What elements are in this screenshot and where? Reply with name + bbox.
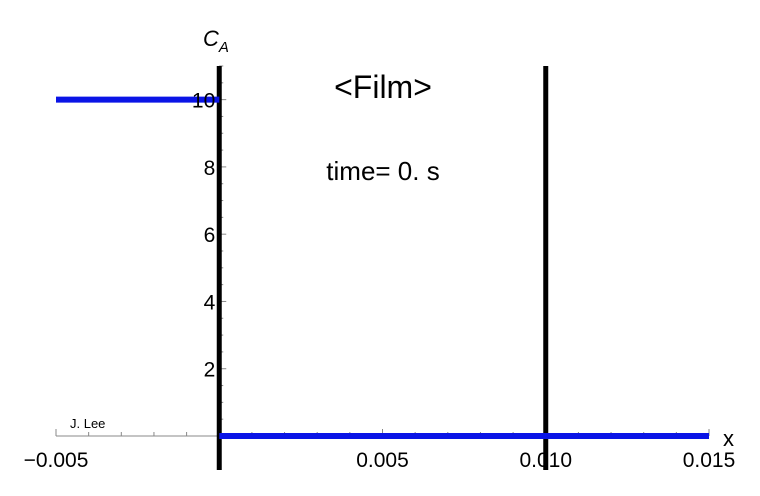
time-annotation: time= 0. s	[326, 156, 439, 186]
y-tick-label: 2	[204, 359, 216, 382]
x-tick-label: 0.010	[519, 449, 572, 472]
y-tick-label: 10	[192, 90, 215, 113]
film-boundaries	[216, 66, 549, 470]
minor-ticks	[55, 65, 710, 436]
y-tick-label: 4	[204, 291, 216, 314]
y-axis-label: CA	[203, 26, 229, 56]
axes	[56, 66, 709, 437]
chart-title: <Film>	[334, 69, 432, 105]
x-axis-label: x	[723, 426, 734, 451]
y-tick-label: 8	[204, 157, 216, 180]
y-axis-label-sub: A	[218, 39, 229, 56]
y-axis-label-main: C	[203, 26, 219, 51]
x-tick-label: 0.005	[356, 449, 409, 472]
x-tick-label: 0.015	[683, 449, 736, 472]
y-tick-label: 6	[204, 224, 216, 247]
tick-labels: −0.005 0.005 0.010 0.015 2 4 6 8 10	[24, 90, 736, 472]
series	[56, 96, 709, 439]
x-tick-label: −0.005	[24, 449, 89, 472]
credit-label: J. Lee	[70, 416, 105, 431]
